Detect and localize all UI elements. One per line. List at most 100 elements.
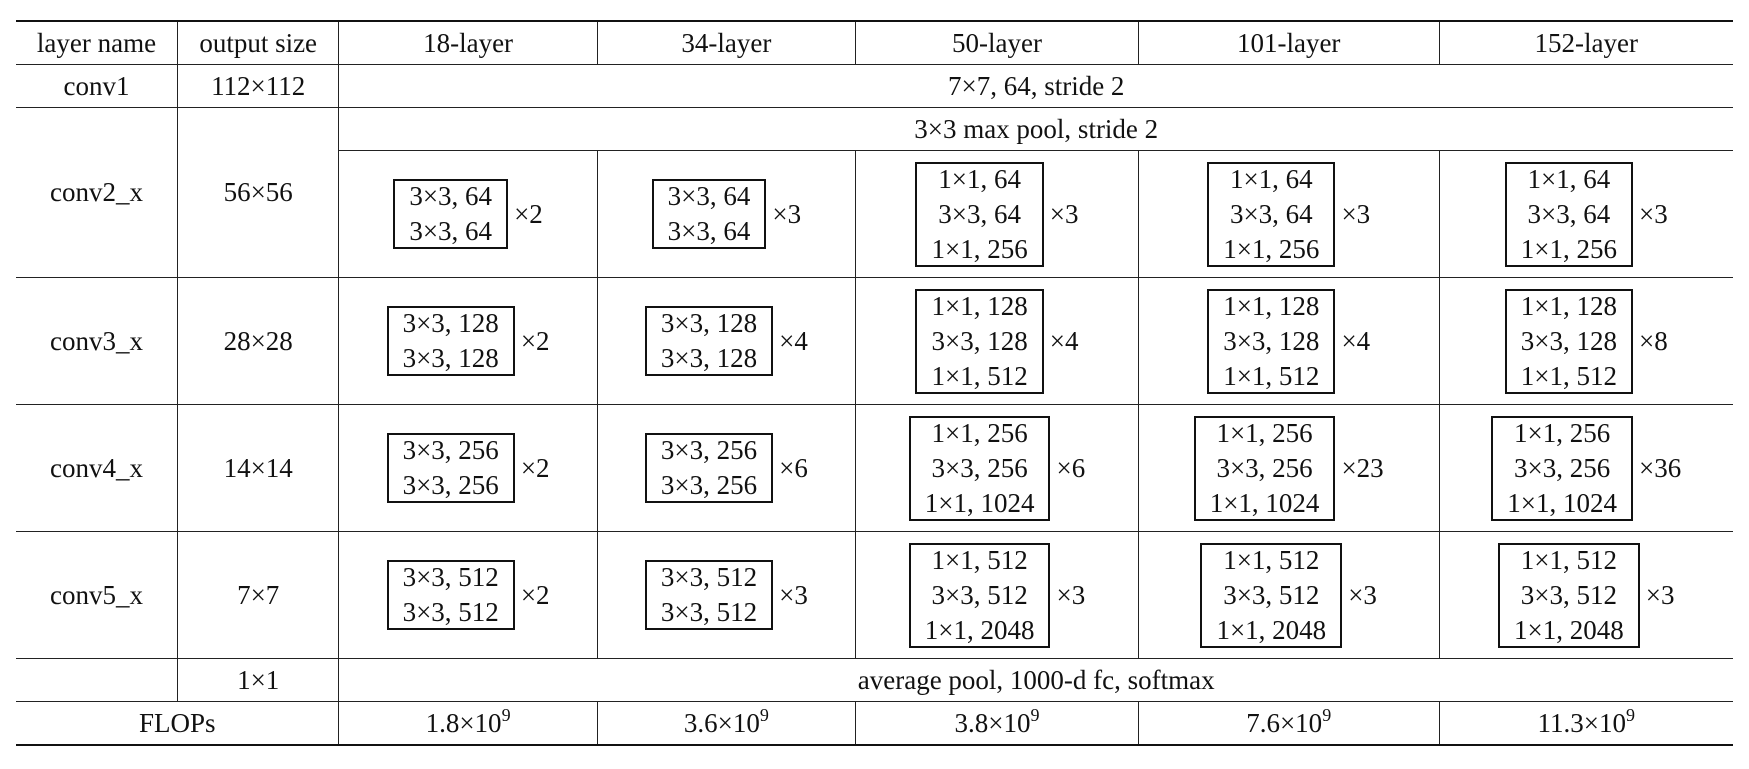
conv-spec-line: 1×1, 512 bbox=[1520, 360, 1617, 391]
block-multiplier: ×3 bbox=[1348, 579, 1377, 610]
header-col: 50-layer bbox=[855, 21, 1139, 65]
block-multiplier: ×3 bbox=[1341, 198, 1371, 229]
flops-mantissa: 11.3×10 bbox=[1537, 707, 1626, 738]
block-cell: 1×1, 64 3×3, 64 1×1, 256 ×3 bbox=[855, 150, 1139, 278]
flops-exponent: 9 bbox=[759, 704, 769, 725]
residual-block: 1×1, 128 3×3, 128 1×1, 512 ×4 bbox=[1207, 288, 1371, 394]
bracket-matrix: 3×3, 128 3×3, 128 bbox=[644, 306, 774, 376]
flops-label: FLOPs bbox=[16, 701, 340, 746]
header-col: 101-layer bbox=[1137, 21, 1440, 65]
bracket-matrix: 3×3, 64 3×3, 64 bbox=[651, 179, 767, 249]
layer-name bbox=[16, 658, 178, 702]
final-spec: average pool, 1000-d fc, softmax bbox=[338, 658, 1733, 702]
bracket-matrix: 1×1, 64 3×3, 64 1×1, 256 bbox=[915, 161, 1044, 267]
flops-exponent: 9 bbox=[1322, 704, 1332, 725]
block-multiplier: ×36 bbox=[1639, 452, 1682, 483]
layer-name: conv4_x bbox=[16, 404, 178, 532]
bracket-matrix: 1×1, 256 3×3, 256 1×1, 1024 bbox=[1491, 415, 1633, 521]
layer-name: conv2_x bbox=[16, 107, 178, 278]
block-cell: 3×3, 512 3×3, 512 ×2 bbox=[338, 531, 598, 659]
block-cell: 3×3, 256 3×3, 256 ×6 bbox=[596, 404, 857, 532]
flops-exponent: 9 bbox=[1626, 704, 1635, 725]
conv-spec-line: 1×1, 512 bbox=[1223, 544, 1320, 575]
block-multiplier: ×3 bbox=[772, 198, 802, 229]
conv-spec-line: 3×3, 128 bbox=[1520, 325, 1617, 356]
conv-spec-line: 3×3, 512 bbox=[660, 597, 758, 627]
conv-spec-line: 3×3, 64 bbox=[667, 216, 751, 246]
residual-block: 3×3, 512 3×3, 512 ×2 bbox=[386, 560, 550, 630]
flops-value: 3.6×109 bbox=[596, 701, 857, 746]
residual-block: 1×1, 128 3×3, 128 1×1, 512 ×8 bbox=[1504, 288, 1668, 394]
conv5-row: conv5_x 7×7 3×3, 512 3×3, 512 ×2 3×3, 512 3×3,… bbox=[16, 531, 1733, 659]
block-multiplier: ×23 bbox=[1341, 452, 1384, 483]
block-multiplier: ×3 bbox=[1639, 198, 1668, 229]
flops-mantissa: 7.6×10 bbox=[1246, 707, 1323, 738]
block-multiplier: ×3 bbox=[1056, 579, 1086, 610]
conv-spec-line: 1×1, 256 bbox=[1216, 417, 1313, 448]
block-cell: 3×3, 128 3×3, 128 ×2 bbox=[338, 277, 598, 405]
conv-spec-line: 3×3, 64 bbox=[667, 181, 751, 211]
bracket-matrix: 3×3, 256 3×3, 256 bbox=[386, 433, 516, 503]
block-cell: 1×1, 512 3×3, 512 1×1, 2048 ×3 bbox=[1438, 531, 1733, 659]
block-multiplier: ×4 bbox=[1341, 325, 1371, 356]
bracket-matrix: 3×3, 512 3×3, 512 bbox=[386, 560, 516, 630]
flops-value: 1.8×109 bbox=[338, 701, 598, 746]
output-size: 14×14 bbox=[176, 404, 340, 532]
block-cell: 1×1, 512 3×3, 512 1×1, 2048 ×3 bbox=[855, 531, 1139, 659]
conv-spec-line: 3×3, 64 bbox=[409, 216, 493, 246]
residual-block: 1×1, 256 3×3, 256 1×1, 1024 ×23 bbox=[1193, 415, 1384, 521]
conv-spec-line: 1×1, 512 bbox=[1223, 360, 1320, 391]
bracket-matrix: 3×3, 128 3×3, 128 bbox=[386, 306, 516, 376]
conv-spec-line: 1×1, 128 bbox=[931, 290, 1028, 321]
output-size: 1×1 bbox=[176, 658, 340, 702]
conv-spec-line: 3×3, 256 bbox=[660, 470, 758, 500]
conv-spec-line: 1×1, 128 bbox=[1520, 290, 1617, 321]
flops-value: 3.8×109 bbox=[855, 701, 1139, 746]
conv-spec-line: 1×1, 128 bbox=[1223, 290, 1320, 321]
block-cell: 1×1, 256 3×3, 256 1×1, 1024 ×6 bbox=[855, 404, 1139, 532]
bracket-matrix: 1×1, 256 3×3, 256 1×1, 1024 bbox=[1193, 415, 1336, 521]
flops-row: FLOPs 1.8×109 3.6×109 3.8×109 7.6×109 11.3×1… bbox=[16, 701, 1733, 746]
conv-spec-line: 3×3, 128 bbox=[402, 343, 499, 373]
residual-block: 1×1, 512 3×3, 512 1×1, 2048 ×3 bbox=[1200, 542, 1377, 648]
conv2-row: 3×3, 64 3×3, 64 ×2 3×3, 64 3×3, 64 ×3 1×1, 64 3… bbox=[16, 150, 1733, 278]
conv1-row: conv1 112×112 7×7, 64, stride 2 bbox=[16, 64, 1733, 108]
flops-value: 7.6×109 bbox=[1137, 701, 1440, 746]
bracket-matrix: 1×1, 128 3×3, 128 1×1, 512 bbox=[1207, 288, 1336, 394]
block-multiplier: ×6 bbox=[1056, 452, 1086, 483]
block-cell: 3×3, 64 3×3, 64 ×2 bbox=[338, 150, 598, 278]
final-row: 1×1 average pool, 1000-d fc, softmax bbox=[16, 658, 1733, 702]
conv-spec-line: 1×1, 256 bbox=[1223, 233, 1320, 264]
bracket-matrix: 1×1, 64 3×3, 64 1×1, 256 bbox=[1207, 161, 1336, 267]
block-multiplier: ×3 bbox=[1049, 198, 1079, 229]
resnet-architecture-table: layer name output size 18-layer 34-layer… bbox=[16, 20, 1733, 746]
conv4-row: conv4_x 14×14 3×3, 256 3×3, 256 ×2 3×3, 256 3×… bbox=[16, 404, 1733, 532]
bracket-matrix: 1×1, 128 3×3, 128 1×1, 512 bbox=[1504, 288, 1634, 394]
conv-spec-line: 3×3, 512 bbox=[1520, 579, 1617, 610]
block-multiplier: ×2 bbox=[520, 579, 550, 610]
block-multiplier: ×4 bbox=[1049, 325, 1079, 356]
block-cell: 1×1, 128 3×3, 128 1×1, 512 ×8 bbox=[1438, 277, 1733, 405]
conv-spec-line: 1×1, 256 bbox=[931, 417, 1028, 448]
block-cell: 3×3, 256 3×3, 256 ×2 bbox=[338, 404, 598, 532]
conv-spec-line: 3×3, 512 bbox=[660, 562, 758, 592]
conv-spec-line: 3×3, 512 bbox=[402, 562, 499, 592]
flops-mantissa: 1.8×10 bbox=[425, 707, 502, 738]
residual-block: 1×1, 128 3×3, 128 1×1, 512 ×4 bbox=[915, 288, 1079, 394]
conv-spec-line: 3×3, 64 bbox=[938, 198, 1021, 229]
conv-spec-line: 3×3, 128 bbox=[1223, 325, 1320, 356]
block-cell: 1×1, 128 3×3, 128 1×1, 512 ×4 bbox=[855, 277, 1139, 405]
flops-value: 11.3×109 bbox=[1438, 701, 1733, 746]
residual-block: 3×3, 512 3×3, 512 ×3 bbox=[644, 560, 808, 630]
conv1-spec: 7×7, 64, stride 2 bbox=[338, 64, 1733, 108]
flops-mantissa: 3.8×10 bbox=[954, 707, 1031, 738]
block-multiplier: ×2 bbox=[514, 198, 543, 229]
flops-exponent: 9 bbox=[1030, 704, 1040, 725]
header-row: layer name output size 18-layer 34-layer… bbox=[16, 21, 1733, 65]
conv-spec-line: 3×3, 512 bbox=[1223, 579, 1320, 610]
block-cell: 1×1, 64 3×3, 64 1×1, 256 ×3 bbox=[1137, 150, 1440, 278]
residual-block: 3×3, 128 3×3, 128 ×4 bbox=[644, 306, 808, 376]
block-multiplier: ×2 bbox=[520, 452, 550, 483]
layer-name: conv1 bbox=[16, 64, 178, 108]
block-multiplier: ×3 bbox=[779, 579, 808, 610]
